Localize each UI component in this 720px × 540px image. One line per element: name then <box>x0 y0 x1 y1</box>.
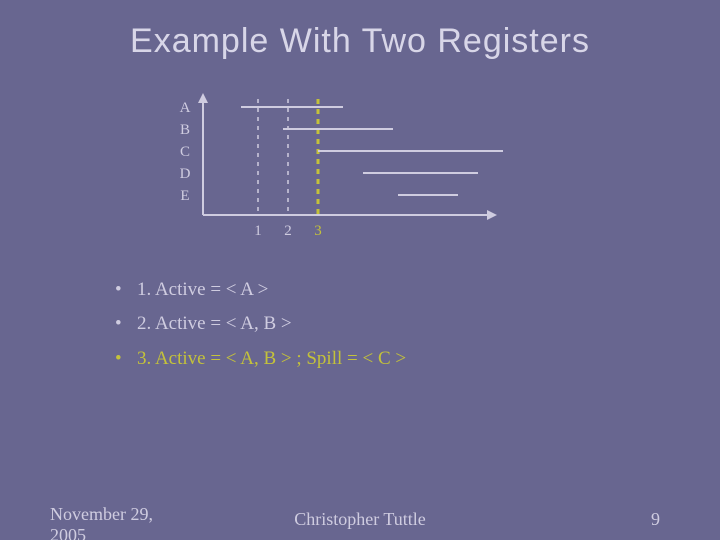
axis-arrow-icon <box>198 93 208 103</box>
row-label: E <box>180 188 189 204</box>
tick-label: 2 <box>284 223 292 239</box>
row-label: C <box>180 144 190 160</box>
row-label: D <box>180 166 191 182</box>
footer-page-number: 9 <box>651 509 660 530</box>
axis-arrow-icon <box>487 210 497 220</box>
interval-chart: 1 2 3 ABCDE <box>175 85 575 255</box>
bullet-list: 1. Active = < A > 2. Active = < A, B > 3. … <box>115 275 406 378</box>
bullet-item: 1. Active = < A > <box>115 275 406 305</box>
row-label: B <box>180 122 190 138</box>
tick-label: 1 <box>254 223 262 239</box>
slide-footer: November 29, 2005 Christopher Tuttle 9 <box>0 500 720 540</box>
tick-label: 3 <box>314 223 322 239</box>
bullet-item: 2. Active = < A, B > <box>115 309 406 339</box>
footer-author: Christopher Tuttle <box>0 509 720 530</box>
bullet-item: 3. Active = < A, B > ; Spill = < C > <box>115 344 406 374</box>
row-label: A <box>180 100 191 116</box>
slide-title: Example With Two Registers <box>0 0 720 61</box>
chart-svg: 1 2 3 ABCDE <box>175 85 575 255</box>
